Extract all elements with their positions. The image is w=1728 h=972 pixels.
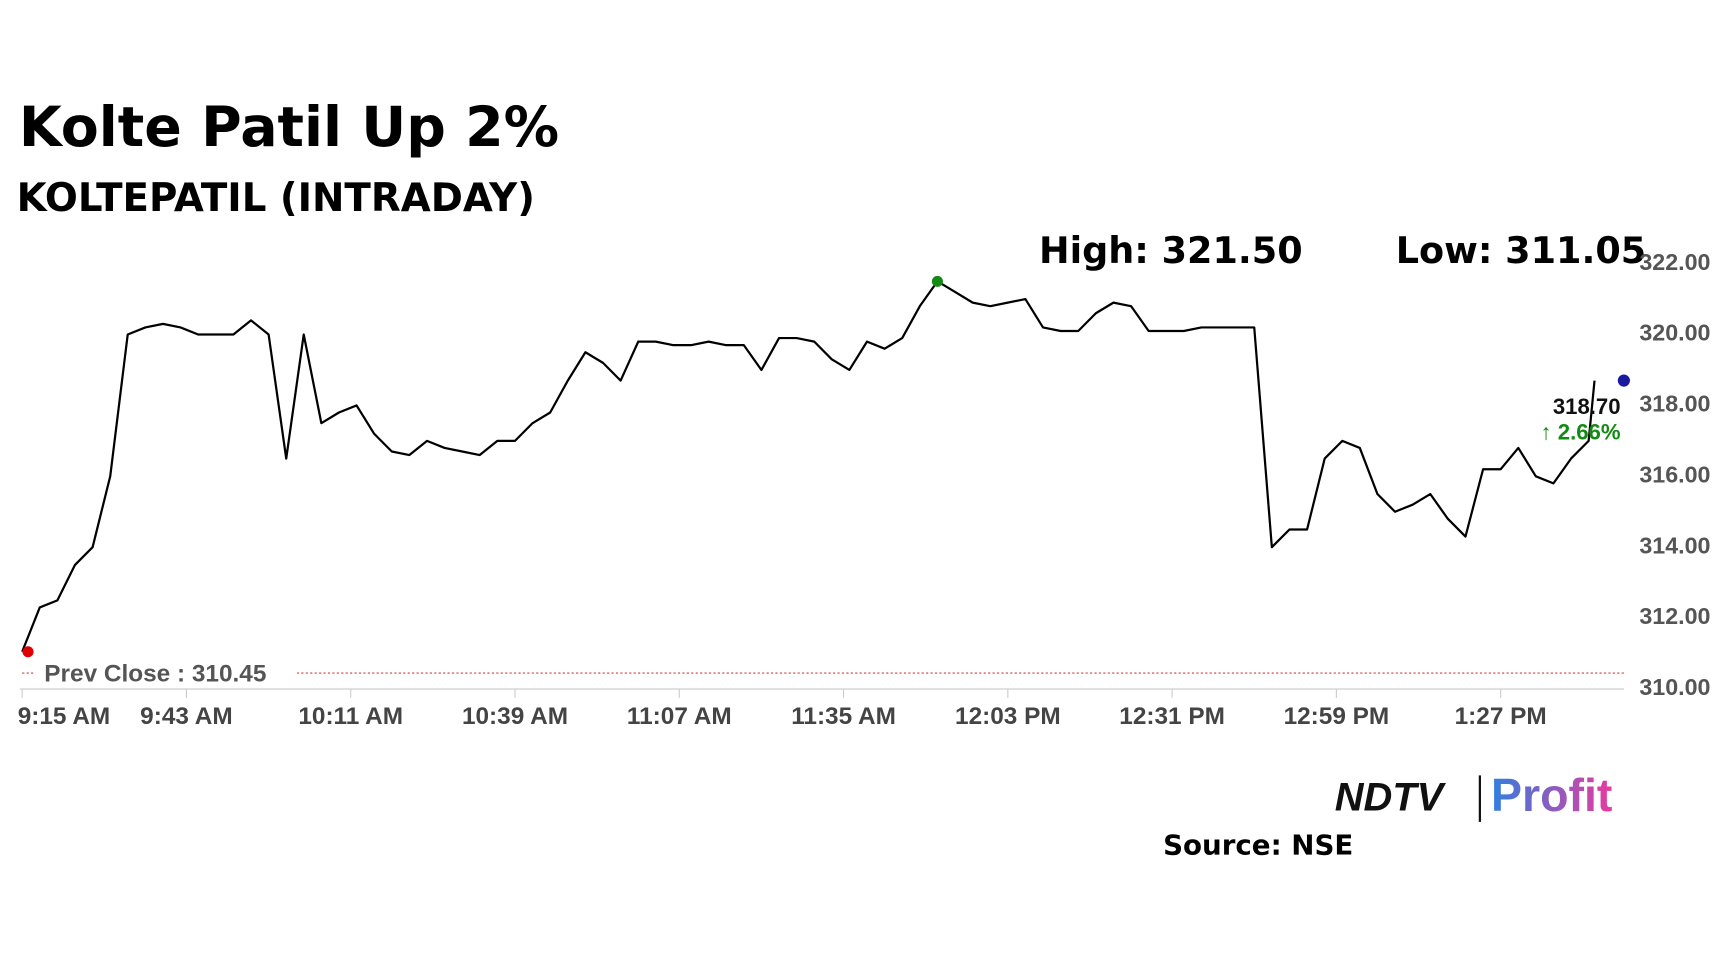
- chart-title: Kolte Patil Up 2%: [19, 96, 559, 160]
- source: Source: NSE: [1163, 828, 1353, 861]
- y-tick-label: 314.00: [1639, 532, 1710, 558]
- chart-subtitle: KOLTEPATIL (INTRADAY): [17, 176, 535, 221]
- last-marker: [1617, 374, 1630, 387]
- y-tick-label: 318.00: [1639, 391, 1710, 417]
- prev-close-label: Prev Close : 310.45: [44, 661, 266, 688]
- y-tick-label: 322.00: [1639, 249, 1710, 275]
- x-tick-label: 11:07 AM: [627, 703, 732, 730]
- x-tick-label: 1:27 PM: [1455, 703, 1547, 730]
- x-tick-label: 11:35 AM: [791, 703, 896, 730]
- x-tick-label: 10:11 AM: [298, 703, 403, 730]
- x-tick-label: 9:43 AM: [140, 703, 233, 730]
- high-label: High: 321.50: [1039, 229, 1303, 272]
- high-marker: [931, 275, 943, 287]
- last-value: 318.70: [1553, 394, 1621, 419]
- y-tick-label: 312.00: [1639, 603, 1710, 629]
- y-tick-label: 310.00: [1639, 674, 1710, 700]
- y-tick-label: 316.00: [1639, 461, 1710, 487]
- low-marker: [22, 646, 34, 658]
- logo-ndtv: NDTV: [1335, 775, 1447, 819]
- x-tick-label: 9:15 AM: [18, 703, 111, 730]
- price-line: [21, 280, 1596, 653]
- y-tick-label: 320.00: [1639, 320, 1710, 346]
- x-tick-label: 12:59 PM: [1284, 703, 1390, 730]
- low-label: Low: 311.05: [1396, 229, 1647, 272]
- logo-profit: Profit: [1491, 769, 1612, 821]
- x-tick-label: 12:31 PM: [1119, 703, 1225, 730]
- prev-close-bg: [35, 655, 297, 687]
- change-label: ↑ 2.66%: [1541, 420, 1621, 445]
- x-tick-label: 12:03 PM: [955, 703, 1061, 730]
- x-tick-label: 10:39 AM: [462, 703, 568, 730]
